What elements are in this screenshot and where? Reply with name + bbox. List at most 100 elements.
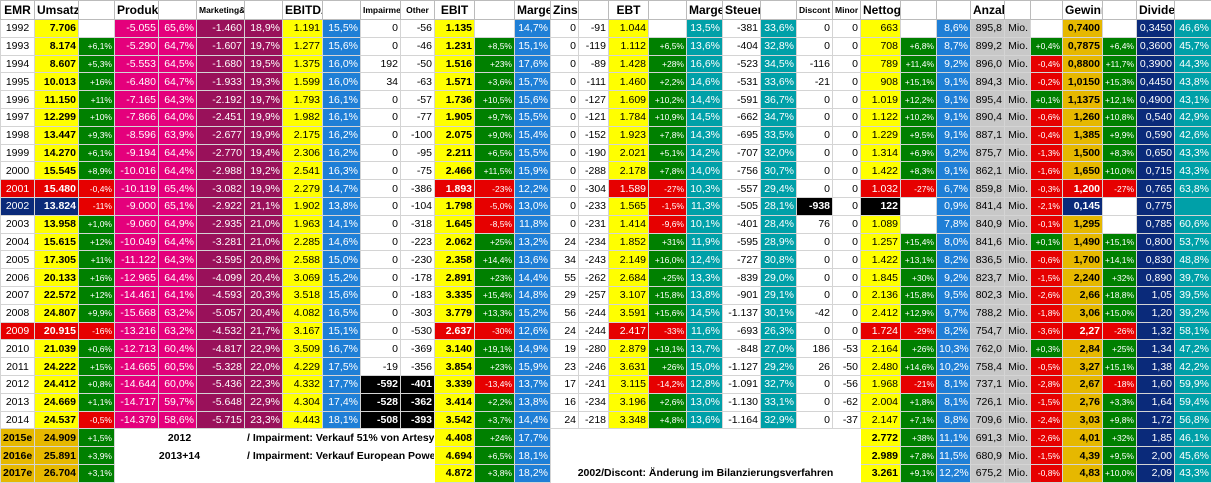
other: -530 xyxy=(401,322,435,340)
steuern: -523 xyxy=(723,55,761,73)
header-produktion-pct xyxy=(159,1,197,20)
ebitda-margin: 16,1% xyxy=(323,91,361,109)
ebitda-margin: 16,7% xyxy=(323,340,361,358)
marketing: -2.677 xyxy=(197,126,245,144)
ebit-growth: +15,4% xyxy=(475,286,515,304)
ebt-growth: +15,8% xyxy=(649,286,687,304)
header-ebitda: EBITDA xyxy=(283,1,323,20)
zinsen-plus: 17 xyxy=(551,375,579,393)
eps: 0,7875 xyxy=(1063,37,1103,55)
marketing-pct: 22,9% xyxy=(245,340,283,358)
steuer-rate: 33,6% xyxy=(761,73,797,91)
aktien: 875,7 xyxy=(971,144,1005,162)
produktion: -9.060 xyxy=(115,215,159,233)
steuern: -1.130 xyxy=(723,393,761,411)
ebt-margin: 14,3% xyxy=(687,126,723,144)
netto-margin: 11,1% xyxy=(937,429,971,447)
aktien-unit: Mio. xyxy=(1005,73,1031,91)
other: -230 xyxy=(401,251,435,269)
ebitda: 1.375 xyxy=(283,55,323,73)
dividende: 0,890 xyxy=(1137,269,1175,287)
ebitda: 2.541 xyxy=(283,162,323,180)
ebit-margin: 15,9% xyxy=(515,358,551,376)
marketing: -1.680 xyxy=(197,55,245,73)
aktien: 895,4 xyxy=(971,91,1005,109)
ebt-margin: 11,9% xyxy=(687,233,723,251)
zinsen-plus: 0 xyxy=(551,162,579,180)
ebt: 3.591 xyxy=(609,304,649,322)
steuern: -1.137 xyxy=(723,304,761,322)
produktion-pct: 60,0% xyxy=(159,375,197,393)
netto-growth: +15,4% xyxy=(901,233,937,251)
netto-margin: 9,1% xyxy=(937,126,971,144)
other: -369 xyxy=(401,340,435,358)
marketing: -5.436 xyxy=(197,375,245,393)
ebit-margin: 18,2% xyxy=(515,464,551,482)
umsatz-growth: +5,3% xyxy=(79,55,115,73)
ebt-margin: 11,3% xyxy=(687,197,723,215)
zinsen-minus: -243 xyxy=(579,251,609,269)
zinsen-minus: -241 xyxy=(579,375,609,393)
zinsen-plus: 55 xyxy=(551,269,579,287)
ebt-growth xyxy=(649,20,687,38)
nettogewinn: 708 xyxy=(861,37,901,55)
ebitda: 3.167 xyxy=(283,322,323,340)
ebt-margin: 16,6% xyxy=(687,55,723,73)
aktien-unit: Mio. xyxy=(1005,55,1031,73)
ebit-growth: +23% xyxy=(475,358,515,376)
zinsen-minus: -91 xyxy=(579,20,609,38)
discont: 0 xyxy=(797,411,833,429)
netto-growth: +13,1% xyxy=(901,251,937,269)
ebit-growth: +2,2% xyxy=(475,393,515,411)
umsatz-growth: +3,9% xyxy=(79,447,115,465)
ebit-growth: +6,5% xyxy=(475,144,515,162)
ebt-growth: -27% xyxy=(649,180,687,198)
ebit-margin: 13,7% xyxy=(515,375,551,393)
aktien: 862,1 xyxy=(971,162,1005,180)
aktien-change: -1,5% xyxy=(1031,269,1063,287)
netto-margin: 12,2% xyxy=(937,464,971,482)
other: -56 xyxy=(401,20,435,38)
umsatz-growth: +11% xyxy=(79,251,115,269)
aktien-change: -0,8% xyxy=(1031,464,1063,482)
ebt-margin: 10,1% xyxy=(687,215,723,233)
aktien-unit: Mio. xyxy=(1005,180,1031,198)
ebt-growth: +7,8% xyxy=(649,162,687,180)
discont: 0 xyxy=(797,251,833,269)
umsatz: 13.824 xyxy=(35,197,79,215)
zinsen-plus: 16 xyxy=(551,393,579,411)
marketing: -4.593 xyxy=(197,286,245,304)
produktion: -5.290 xyxy=(115,37,159,55)
ebt: 1.414 xyxy=(609,215,649,233)
netto-growth: -21% xyxy=(901,375,937,393)
aktien-change: +0,1% xyxy=(1031,91,1063,109)
eps-growth: +10,8% xyxy=(1103,108,1137,126)
eps: 0,145 xyxy=(1063,197,1103,215)
aktien-change: +0,1% xyxy=(1031,233,1063,251)
aktien-change: -1,3% xyxy=(1031,144,1063,162)
discont: 0 xyxy=(797,20,833,38)
aktien: 896,0 xyxy=(971,55,1005,73)
produktion-pct: 64,4% xyxy=(159,269,197,287)
header-payout xyxy=(1175,1,1211,20)
steuer-rate: 32,8% xyxy=(761,37,797,55)
steuer-rate: 36,7% xyxy=(761,91,797,109)
aktien-change: -1,6% xyxy=(1031,162,1063,180)
ebit-growth: +23% xyxy=(475,269,515,287)
ebit-margin: 14,8% xyxy=(515,286,551,304)
aktien-change: -2,6% xyxy=(1031,286,1063,304)
ebt: 1.589 xyxy=(609,180,649,198)
minor: 0 xyxy=(833,180,861,198)
impairment: 0 xyxy=(361,144,401,162)
aktien-change xyxy=(1031,20,1063,38)
ebit-margin: 14,4% xyxy=(515,411,551,429)
umsatz: 24.909 xyxy=(35,429,79,447)
aktien: 802,3 xyxy=(971,286,1005,304)
